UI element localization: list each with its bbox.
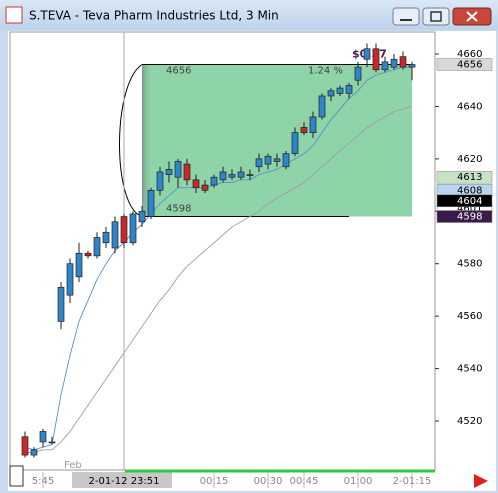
candle-body <box>399 56 407 68</box>
candle-body <box>372 48 380 71</box>
candle-body <box>291 132 299 154</box>
range-change-pct: 1.24 % <box>308 66 343 77</box>
x-tick-label: 5:45 <box>32 476 54 487</box>
candle-body <box>48 441 56 444</box>
candle-body <box>318 95 326 118</box>
candle-body <box>228 174 236 178</box>
range-box <box>142 64 412 217</box>
y-tick-label: 4640 <box>457 101 482 112</box>
candle-body <box>75 252 83 278</box>
candle-body <box>39 431 47 443</box>
candle-body <box>309 116 317 134</box>
range-top-label: 4656 <box>166 66 191 77</box>
x-tick-label: 00:30 <box>254 476 283 487</box>
x-tick-label: 00:45 <box>290 476 319 487</box>
price-marker <box>436 194 493 208</box>
y-tick-label: 4520 <box>457 416 482 427</box>
y-tick-label: 4560 <box>457 311 482 322</box>
candle-body <box>165 169 173 175</box>
candle-body <box>336 87 344 94</box>
candle-body <box>300 127 308 134</box>
candle-body <box>93 237 101 257</box>
crosshair-time-box <box>72 472 172 488</box>
candle-body <box>120 216 128 244</box>
x-tick-label: 00:15 <box>200 476 229 487</box>
y-tick-label: 4620 <box>457 154 482 165</box>
price-marker-label: 4613 <box>457 172 482 183</box>
x-tick-label: 2-01-12 23:51 <box>88 476 159 487</box>
candle-body <box>30 449 38 456</box>
y-tick-label: 4580 <box>457 259 482 270</box>
minimize-button[interactable] <box>392 7 420 26</box>
x-tick-label: 01:00 <box>344 476 373 487</box>
candle-body <box>192 179 200 189</box>
price-marker-label: 4608 <box>457 185 482 196</box>
candle-body <box>111 221 119 249</box>
candle-body <box>183 163 191 181</box>
range-shadow <box>142 64 152 217</box>
moving-average <box>24 66 412 451</box>
price-marker <box>436 170 493 184</box>
candle-body <box>345 85 353 94</box>
candle-body <box>327 90 335 97</box>
price-marker-label: 4598 <box>457 212 482 223</box>
candle-body <box>84 252 92 257</box>
candle-body <box>273 158 281 162</box>
y-tick-label: 4660 <box>457 49 482 60</box>
candle-body <box>138 210 146 223</box>
candle-body <box>156 171 164 191</box>
candle-body <box>147 189 155 217</box>
candle-body <box>174 161 182 178</box>
candle-body <box>381 61 389 71</box>
scroll-arrow[interactable] <box>474 474 488 488</box>
candle-body <box>354 66 362 81</box>
candle-body <box>363 48 371 60</box>
price-marker <box>436 58 493 71</box>
candle-body <box>219 171 227 181</box>
window-title: S.TEVA - Teva Pharm Industries Ltd, 3 Mi… <box>29 9 279 23</box>
price-marker-label: 4656 <box>457 60 482 71</box>
candle-body <box>21 436 29 456</box>
price-marker-label: 4601 <box>457 204 482 215</box>
candle-body <box>201 184 209 191</box>
price-marker-label: 4604 <box>457 196 482 207</box>
x-tick-label: 2-01:15 <box>393 476 432 487</box>
app-icon <box>5 6 23 24</box>
candle-body <box>129 213 137 244</box>
y-tick-label: 4540 <box>457 364 482 375</box>
moving-average <box>25 106 413 453</box>
scroll-thumb[interactable] <box>9 465 24 487</box>
candle-body <box>246 174 254 176</box>
range-arc <box>119 64 143 218</box>
price-marker <box>436 210 493 223</box>
month-label: Feb <box>64 460 82 471</box>
candle-body <box>264 155 272 165</box>
candle-body <box>237 171 245 178</box>
candle-body <box>57 286 65 322</box>
candle-body <box>210 176 218 186</box>
candle-body <box>408 64 416 68</box>
candle-body <box>255 158 263 168</box>
candle-body <box>102 231 110 244</box>
maximize-button[interactable] <box>422 7 450 26</box>
candle-body <box>390 58 398 68</box>
candle-body <box>66 263 74 296</box>
range-bottom-label: 4598 <box>166 204 191 215</box>
candle-body <box>282 153 290 168</box>
